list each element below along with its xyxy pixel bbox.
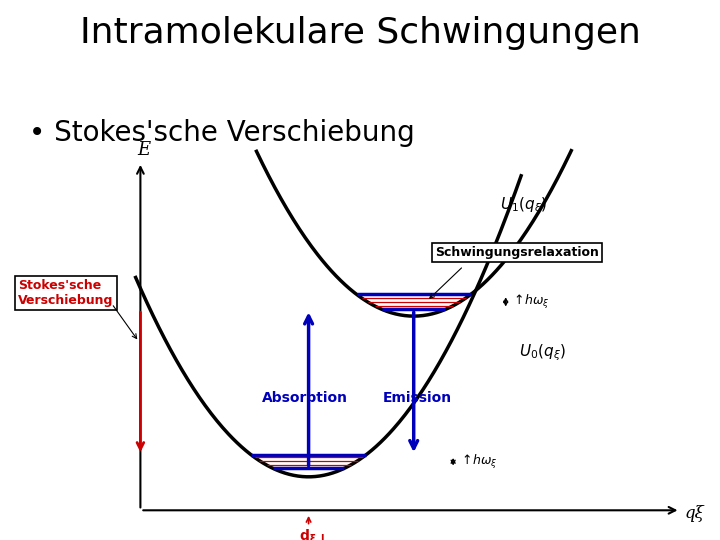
Text: $\uparrow\!h\omega_\xi$: $\uparrow\!h\omega_\xi$ [459,453,498,471]
Text: Emission: Emission [383,392,452,406]
Text: $U_0(q_\xi)$: $U_0(q_\xi)$ [519,343,566,363]
Text: $U_1(q_\xi)$: $U_1(q_\xi)$ [500,195,547,216]
Text: Schwingungsrelaxation: Schwingungsrelaxation [435,246,598,259]
Text: E: E [138,141,150,159]
Text: Absorption: Absorption [262,392,348,406]
Text: • Stokes'sche Verschiebung: • Stokes'sche Verschiebung [29,119,415,147]
Text: Intramolekulare Schwingungen: Intramolekulare Schwingungen [80,16,640,50]
Text: $\mathbf{d_{\xi,l}}$: $\mathbf{d_{\xi,l}}$ [300,528,325,540]
Text: qξ: qξ [685,504,704,522]
Text: Stokes'sche
Verschiebung: Stokes'sche Verschiebung [18,279,113,307]
Text: $\uparrow\!h\omega_\xi$: $\uparrow\!h\omega_\xi$ [511,293,550,311]
